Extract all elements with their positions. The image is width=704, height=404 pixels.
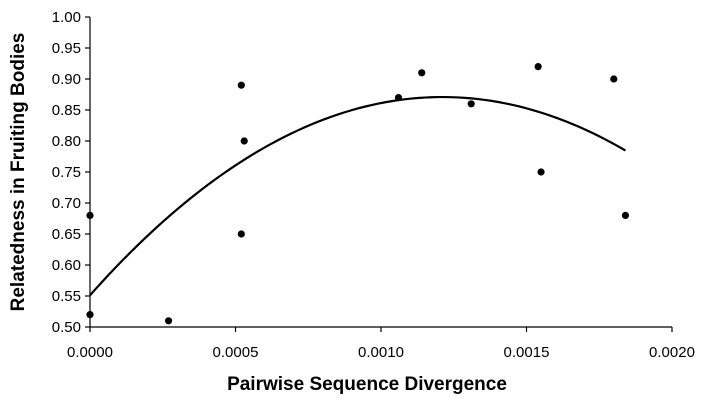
- y-tick-label: 0.70: [52, 195, 81, 212]
- y-axis-title: Relatedness in Fruiting Bodies: [8, 33, 29, 312]
- data-point: [237, 230, 245, 238]
- y-tick-label: 0.95: [52, 40, 81, 57]
- y-tick-label: 0.50: [52, 319, 81, 336]
- x-axis-title: Pairwise Sequence Divergence: [227, 374, 507, 395]
- data-point: [418, 69, 426, 77]
- x-tick-label: 0.0020: [649, 344, 695, 361]
- trend-line: [89, 95, 626, 296]
- data-point: [534, 63, 542, 71]
- data-point: [240, 137, 248, 145]
- x-axis: 0.0000 0.0005 0.0010 0.0015 0.0020: [67, 326, 695, 361]
- y-tick-label: 0.65: [52, 226, 81, 243]
- y-tick-label: 0.80: [52, 133, 81, 150]
- y-tick-label: 0.75: [52, 164, 81, 181]
- data-point: [621, 211, 630, 219]
- data-point: [467, 100, 475, 108]
- y-tick-label: 0.60: [52, 257, 81, 274]
- y-ticks: 0.50 0.55 0.60 0.65 0.70 0.75 0.80 0.85 0.90 0.95…: [52, 9, 90, 336]
- x-tick-label: 0.0005: [213, 344, 259, 361]
- data-point: [537, 168, 545, 176]
- x-tick-label: 0.0015: [504, 344, 550, 361]
- data-point: [164, 317, 173, 325]
- data-point: [86, 311, 94, 319]
- data-points: [86, 63, 630, 325]
- data-point: [237, 81, 245, 89]
- y-tick-label: 1.00: [52, 9, 81, 26]
- data-point: [610, 75, 618, 83]
- y-axis: 0.50 0.55 0.60 0.65 0.70 0.75 0.80 0.85 0.90 0.95…: [52, 9, 91, 336]
- x-tick-label: 0.0000: [67, 344, 113, 361]
- y-tick-label: 0.90: [52, 71, 81, 88]
- y-tick-label: 0.85: [52, 102, 81, 119]
- x-tick-label: 0.0010: [358, 344, 404, 361]
- x-ticks: 0.0000 0.0005 0.0010 0.0015 0.0020: [67, 327, 695, 361]
- y-tick-label: 0.55: [52, 288, 81, 305]
- data-point: [86, 211, 94, 219]
